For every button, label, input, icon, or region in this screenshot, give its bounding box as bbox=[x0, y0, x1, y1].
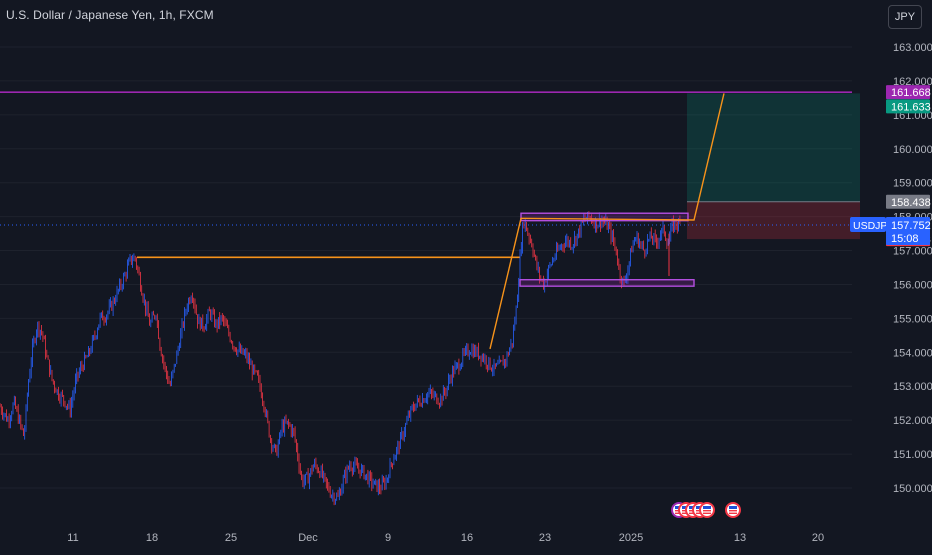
chart-title: U.S. Dollar / Japanese Yen, 1h, FXCM bbox=[6, 8, 214, 22]
price-axis[interactable]: 163.000162.000161.000160.000159.000158.0… bbox=[893, 42, 932, 495]
price-label-text: 158.438 bbox=[891, 197, 931, 209]
price-tick-label: 159.000 bbox=[893, 178, 932, 190]
time-tick-label: 16 bbox=[461, 532, 473, 544]
time-tick-label: 25 bbox=[225, 532, 237, 544]
range-boxes[interactable] bbox=[519, 212, 695, 287]
flag-stripe bbox=[729, 510, 737, 512]
price-tick-label: 157.000 bbox=[893, 246, 932, 258]
price-tick-label: 162.000 bbox=[893, 76, 932, 88]
projection-path[interactable] bbox=[489, 93, 725, 350]
current-price-bg bbox=[886, 217, 930, 246]
time-tick-label: 13 bbox=[734, 532, 746, 544]
price-tick-label: 151.000 bbox=[893, 449, 932, 461]
price-tick-label: 163.000 bbox=[893, 42, 932, 54]
price-label-text: 161.668 bbox=[891, 87, 931, 99]
time-tick-label: 2025 bbox=[619, 532, 643, 544]
price-tick-label: 153.000 bbox=[893, 381, 932, 393]
economic-events[interactable] bbox=[671, 502, 741, 518]
long-position-tool[interactable] bbox=[687, 93, 860, 240]
flag-canton bbox=[703, 506, 711, 509]
time-axis[interactable]: 11 18 25 Dec 9 16 23 2025 13 20 bbox=[67, 532, 824, 544]
time-tick-label: 9 bbox=[385, 532, 391, 544]
price-label-bg bbox=[886, 99, 930, 114]
range-top-box bbox=[520, 212, 689, 222]
time-tick-label: 20 bbox=[812, 532, 824, 544]
flag-stripe bbox=[703, 512, 711, 514]
price-label-161.633: 161.633 bbox=[886, 99, 931, 114]
flag-stripe bbox=[729, 512, 737, 514]
price-tick-label: 152.000 bbox=[893, 415, 932, 427]
symbol-tag-bg bbox=[850, 217, 886, 233]
grid bbox=[0, 46, 852, 489]
price-label-text: 161.633 bbox=[891, 101, 931, 113]
time-tick-label: 23 bbox=[539, 532, 551, 544]
price-label-bg bbox=[886, 85, 930, 100]
currency-button[interactable]: JPY bbox=[888, 5, 922, 29]
time-tick-label: 18 bbox=[146, 532, 158, 544]
time-tick-label: 11 bbox=[67, 532, 78, 544]
projection-line bbox=[489, 93, 725, 350]
horizontal-lines[interactable] bbox=[0, 91, 852, 259]
price-label-bg bbox=[886, 194, 930, 209]
price-label-161.668: 161.668 bbox=[886, 85, 931, 100]
flag-canton bbox=[729, 506, 737, 509]
price-tick-label: 155.000 bbox=[893, 313, 932, 325]
price-tick-label: 160.000 bbox=[893, 144, 932, 156]
price-tick-label: 156.000 bbox=[893, 279, 932, 291]
price-tick-label: 150.000 bbox=[893, 483, 932, 495]
profit-zone bbox=[687, 93, 860, 202]
countdown-text: 15:08 bbox=[891, 233, 919, 245]
us-flag-event-icon bbox=[699, 502, 715, 518]
price-series bbox=[0, 211, 681, 506]
stop-zone bbox=[687, 201, 860, 240]
price-label-158.438: 158.438 bbox=[886, 194, 931, 209]
flag-stripe bbox=[703, 510, 711, 512]
time-tick-label: Dec bbox=[298, 532, 318, 544]
price-labels: 161.668161.633158.438157.338USDJPY157.75… bbox=[850, 85, 931, 247]
symbol-tag: USDJPY bbox=[853, 220, 894, 232]
current-price-text: 157.752 bbox=[891, 220, 931, 232]
us-flag-event-icon bbox=[725, 502, 741, 518]
price-tick-label: 154.000 bbox=[893, 347, 932, 359]
range-bottom-box bbox=[519, 279, 695, 287]
